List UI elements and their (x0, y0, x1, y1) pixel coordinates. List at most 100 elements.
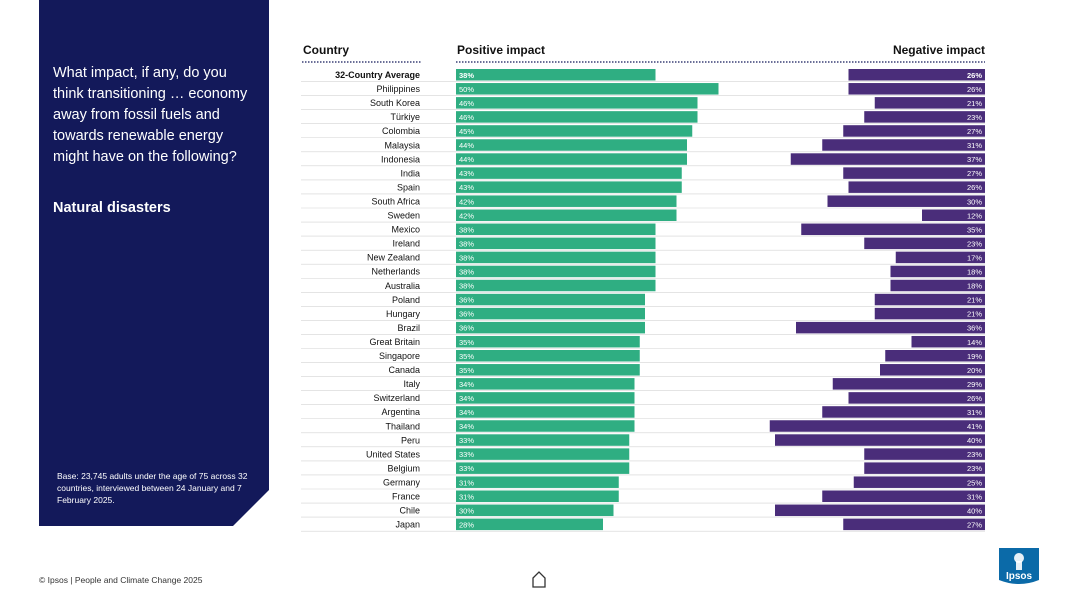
negative-value-label: 14% (967, 338, 982, 347)
positive-value-label: 35% (459, 366, 474, 375)
positive-bar (456, 321, 645, 334)
negative-bar (848, 69, 985, 81)
sidebar-panel (39, 0, 269, 526)
positive-value-label: 35% (459, 338, 474, 347)
positive-bar (456, 97, 698, 109)
positive-value-label: 34% (459, 408, 474, 417)
positive-bar (456, 462, 630, 474)
negative-bar (801, 223, 985, 236)
country-label: Colombia (382, 126, 420, 136)
negative-value-label: 21% (967, 310, 982, 319)
negative-value-label: 31% (967, 141, 982, 150)
country-label: Malaysia (384, 140, 420, 150)
positive-bar (456, 167, 682, 179)
footer-text: © Ipsos | People and Climate Change 2025 (39, 575, 203, 585)
topic-heading: Natural disasters (53, 200, 171, 216)
country-label: Argentina (381, 407, 420, 417)
positive-bar (456, 181, 682, 193)
positive-bar (456, 476, 619, 488)
negative-value-label: 18% (967, 268, 982, 277)
negative-bar (885, 350, 985, 362)
country-label: Japan (395, 520, 420, 530)
negative-bar (895, 251, 985, 264)
home-icon[interactable] (531, 570, 547, 593)
positive-bar (456, 293, 645, 306)
positive-bar (456, 265, 656, 278)
negative-value-label: 17% (967, 253, 982, 262)
negative-bar (864, 448, 985, 460)
negative-bar (880, 364, 985, 376)
negative-value-label: 30% (967, 197, 982, 206)
country-label: Spain (397, 182, 420, 192)
positive-bar (456, 307, 645, 320)
negative-bar (848, 392, 985, 404)
negative-value-label: 31% (967, 408, 982, 417)
positive-value-label: 44% (459, 155, 474, 164)
negative-value-label: 21% (967, 296, 982, 305)
country-label: South Africa (371, 196, 420, 206)
positive-value-label: 34% (459, 394, 474, 403)
negative-bar (864, 111, 985, 123)
country-label: Ireland (392, 239, 420, 249)
country-label: Hungary (386, 309, 421, 319)
negative-bar (864, 462, 985, 474)
positive-value-label: 34% (459, 380, 474, 389)
country-label: Brazil (397, 323, 420, 333)
country-label: Australia (385, 281, 420, 291)
positive-value-label: 33% (459, 450, 474, 459)
negative-bar (890, 265, 985, 278)
country-label: Indonesia (381, 154, 420, 164)
base-note: Base: 23,745 adults under the age of 75 … (57, 471, 248, 505)
positive-bar (456, 139, 687, 151)
positive-value-label: 33% (459, 464, 474, 473)
positive-bar (456, 69, 656, 81)
logo-text: Ipsos (1006, 571, 1033, 582)
country-label: Great Britain (369, 337, 420, 347)
country-label: India (400, 168, 420, 178)
negative-bar (827, 195, 985, 207)
negative-bar (890, 279, 985, 292)
positive-bar (456, 434, 630, 446)
positive-value-label: 43% (459, 169, 474, 178)
negative-bar (775, 434, 985, 446)
positive-bar (456, 378, 635, 390)
country-label: France (392, 492, 420, 502)
positive-bar (456, 504, 614, 517)
country-label: Switzerland (373, 393, 420, 403)
positive-value-label: 43% (459, 183, 474, 192)
negative-bar (864, 237, 985, 250)
positive-bar (456, 448, 630, 460)
negative-value-label: 20% (967, 366, 982, 375)
negative-value-label: 19% (967, 352, 982, 361)
country-label: Sweden (387, 211, 420, 221)
header-negative: Negative impact (893, 43, 985, 57)
positive-value-label: 46% (459, 99, 474, 108)
negative-value-label: 23% (967, 239, 982, 248)
negative-value-label: 12% (967, 211, 982, 220)
negative-value-label: 29% (967, 380, 982, 389)
header-positive: Positive impact (457, 43, 545, 57)
negative-bar (874, 293, 985, 306)
positive-value-label: 31% (459, 492, 474, 501)
positive-bar (456, 364, 640, 376)
negative-bar (822, 406, 985, 418)
country-label: New Zealand (367, 253, 420, 263)
positive-bar (456, 83, 719, 95)
negative-bar (796, 321, 985, 334)
positive-value-label: 38% (459, 225, 474, 234)
positive-bar (456, 420, 635, 432)
ipsos-logo[interactable]: Ipsos (999, 548, 1039, 591)
country-label: South Korea (370, 98, 420, 108)
positive-bar (456, 237, 656, 250)
positive-bar (456, 350, 640, 362)
positive-value-label: 36% (459, 310, 474, 319)
country-label: Peru (401, 435, 420, 445)
negative-bar (822, 139, 985, 151)
negative-value-label: 26% (967, 71, 982, 80)
positive-value-label: 42% (459, 197, 474, 206)
positive-bar (456, 251, 656, 264)
negative-value-label: 40% (967, 506, 982, 515)
negative-bar (848, 181, 985, 193)
positive-value-label: 36% (459, 296, 474, 305)
positive-value-label: 35% (459, 352, 474, 361)
